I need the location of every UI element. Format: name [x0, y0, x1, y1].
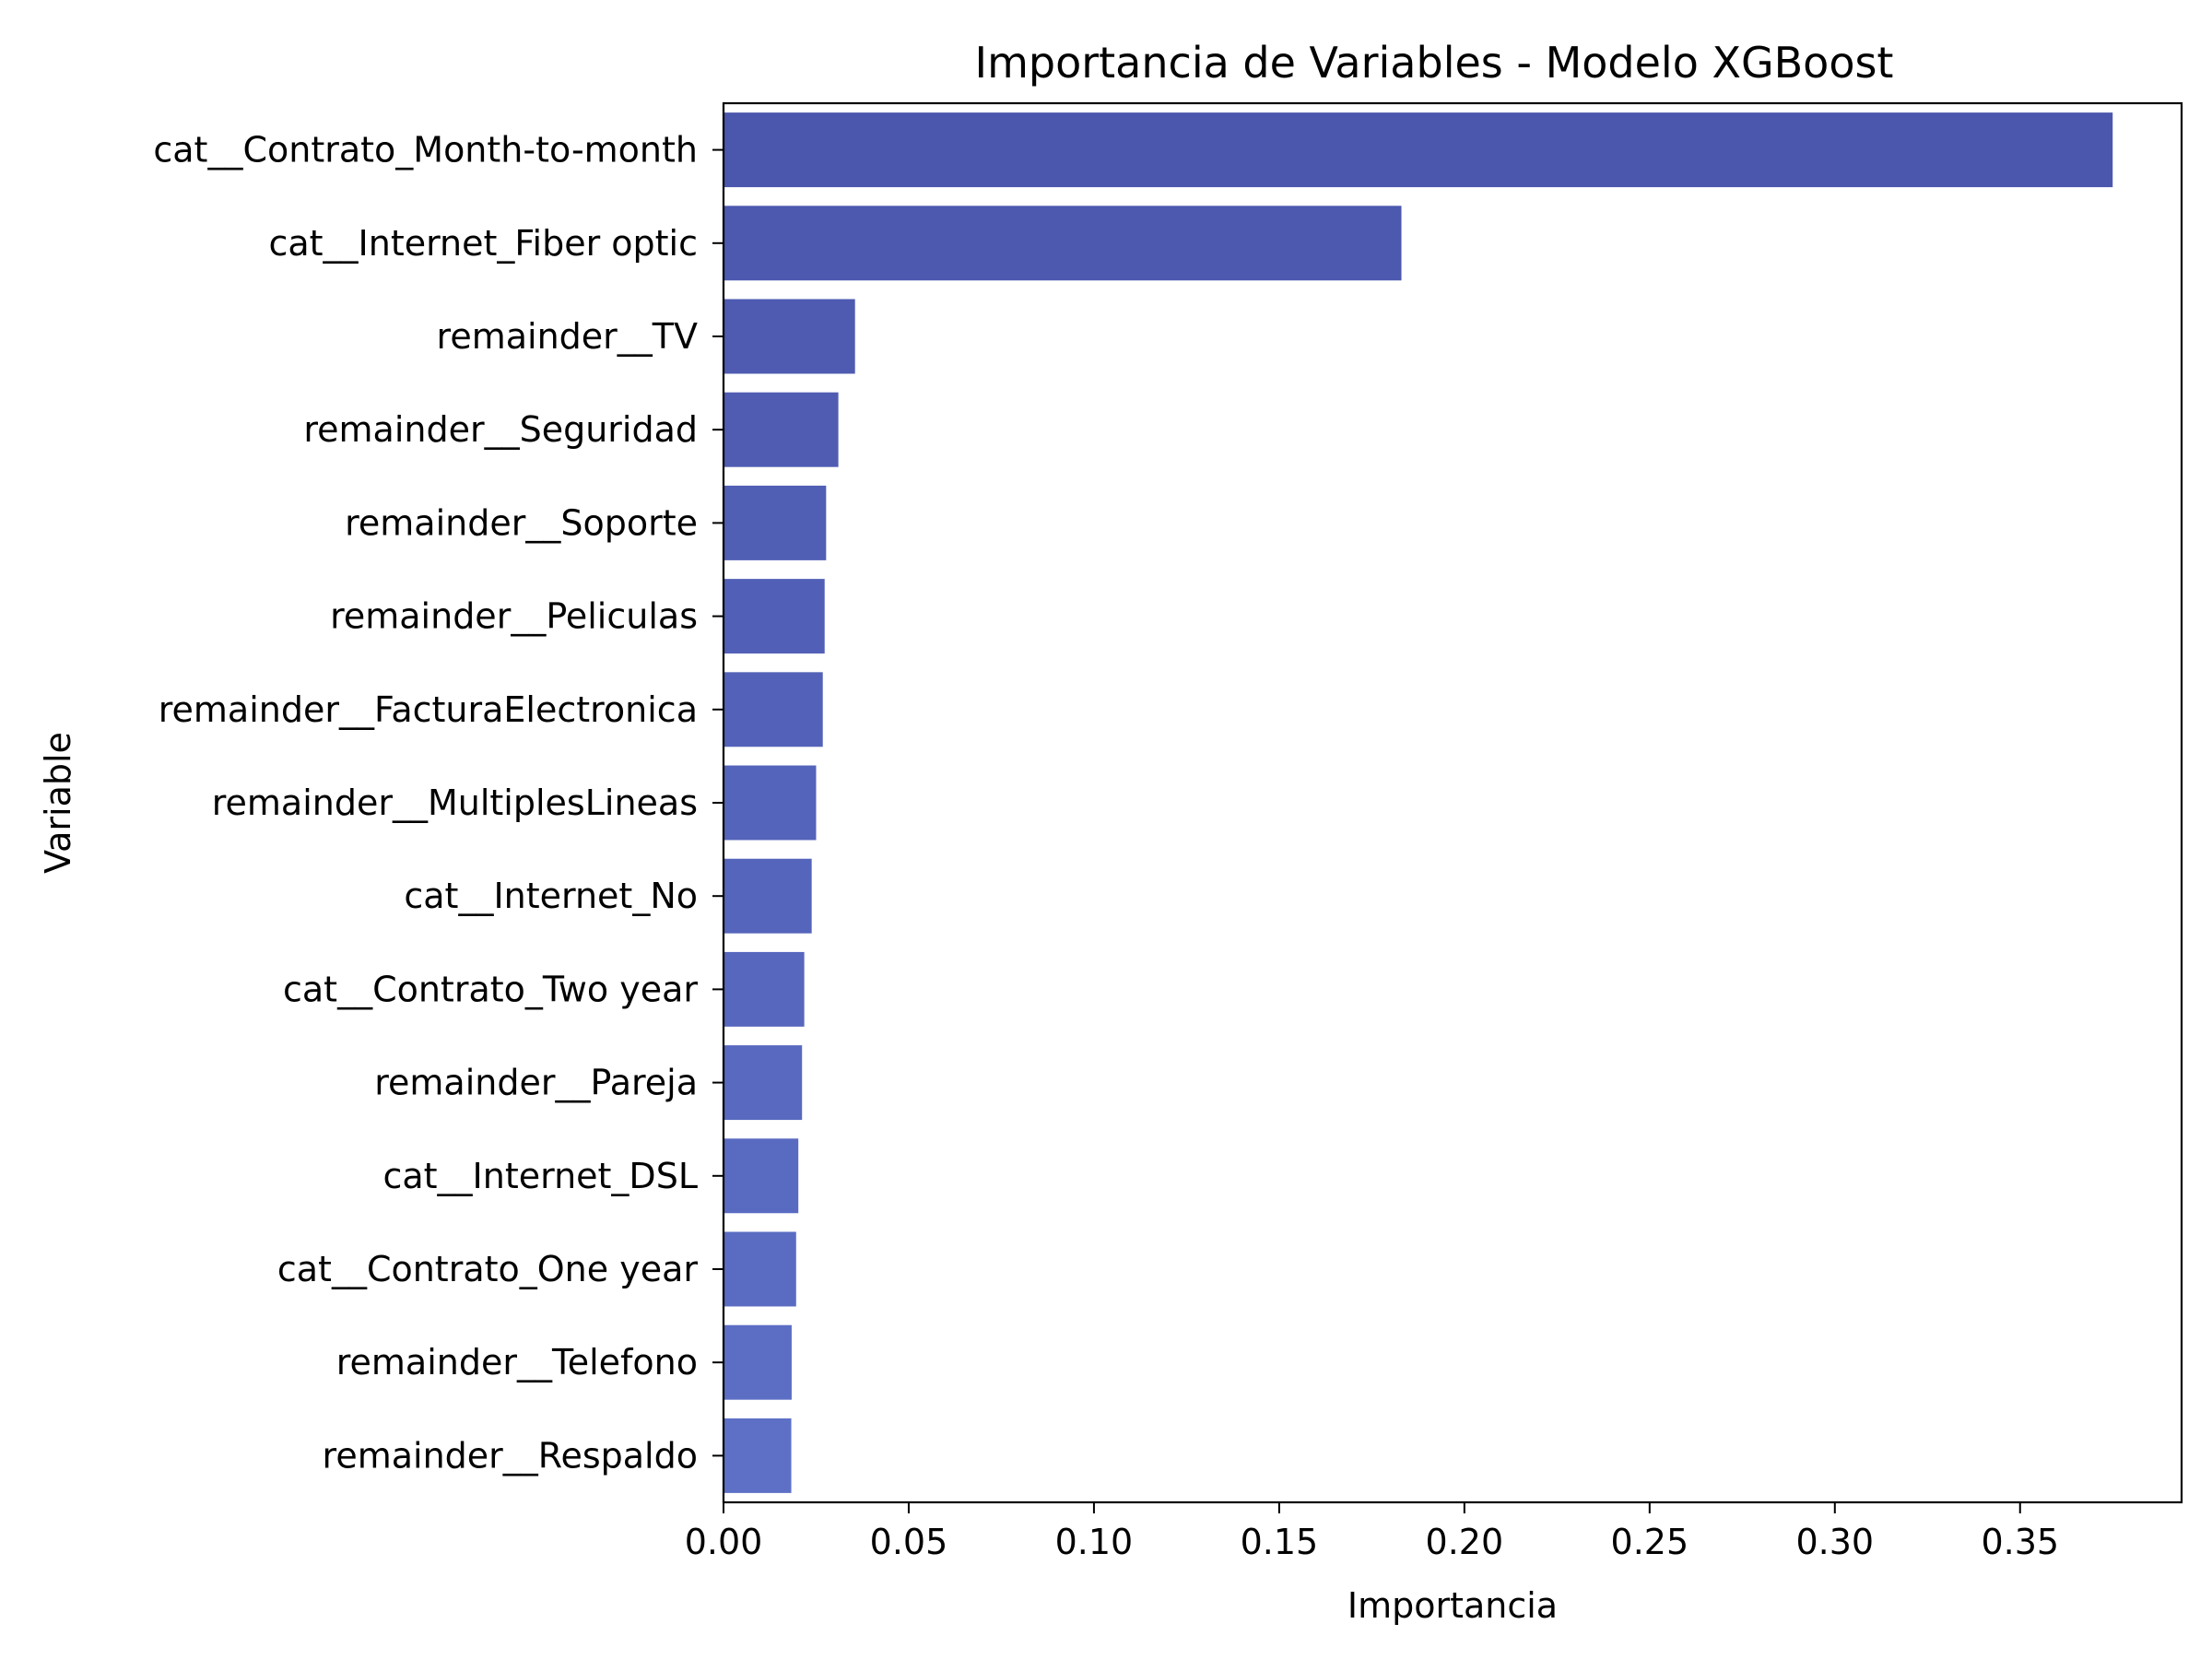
y-tick-label: remainder__MultiplesLineas: [212, 782, 698, 823]
bar: [724, 392, 839, 467]
bar: [724, 1418, 792, 1493]
x-axis-ticks: 0.00 0.05 0.10 0.15 0.20 0.25 0.30 0.35: [685, 1502, 2059, 1562]
bar: [724, 112, 2113, 188]
y-tick-label: cat__Contrato_Two year: [283, 969, 698, 1009]
y-tick-label: remainder__TV: [437, 316, 698, 357]
bar: [724, 485, 827, 560]
x-axis-label: Importancia: [1347, 1585, 1558, 1626]
y-tick-label: cat__Internet_DSL: [382, 1156, 698, 1196]
bar: [724, 1324, 792, 1400]
y-tick-label: remainder__Soporte: [345, 502, 698, 543]
y-tick-label: cat__Contrato_Month-to-month: [153, 130, 698, 171]
chart-title: Importancia de Variables - Modelo XGBoos…: [975, 38, 1894, 88]
bar: [724, 579, 825, 654]
y-tick-label: cat__Contrato_One year: [277, 1249, 699, 1289]
bar: [724, 951, 805, 1027]
x-tick-label: 0.35: [1981, 1522, 2059, 1562]
y-tick-label: remainder__FacturaElectronica: [159, 689, 698, 730]
y-tick-label: cat__Internet_No: [404, 876, 698, 916]
bar: [724, 1138, 799, 1214]
x-tick-label: 0.15: [1241, 1522, 1319, 1562]
x-tick-label: 0.25: [1611, 1522, 1689, 1562]
x-tick-label: 0.10: [1055, 1522, 1134, 1562]
y-tick-label: remainder__Peliculas: [330, 596, 698, 637]
x-tick-label: 0.00: [685, 1522, 763, 1562]
bar: [724, 672, 823, 747]
bar: [724, 765, 817, 841]
y-tick-label: remainder__Seguridad: [303, 409, 698, 450]
y-tick-label: remainder__Respaldo: [323, 1435, 698, 1476]
bar: [724, 1045, 803, 1121]
bar: [724, 858, 812, 934]
x-tick-label: 0.30: [1795, 1522, 1874, 1562]
y-tick-label: remainder__Pareja: [374, 1063, 698, 1103]
bar: [724, 299, 855, 374]
x-tick-label: 0.20: [1426, 1522, 1504, 1562]
plot-frame: [722, 101, 2183, 1504]
y-tick-label: cat__Internet_Fiber optic: [268, 223, 698, 264]
bars-group: [724, 112, 2113, 1493]
x-tick-label: 0.05: [870, 1522, 948, 1562]
y-axis-ticks: cat__Contrato_Month-to-month cat__Interne…: [153, 130, 724, 1476]
bar: [724, 206, 1402, 281]
bar: [724, 1231, 796, 1307]
y-axis-label: Variable: [38, 732, 78, 874]
y-tick-label: remainder__Telefono: [336, 1342, 698, 1382]
